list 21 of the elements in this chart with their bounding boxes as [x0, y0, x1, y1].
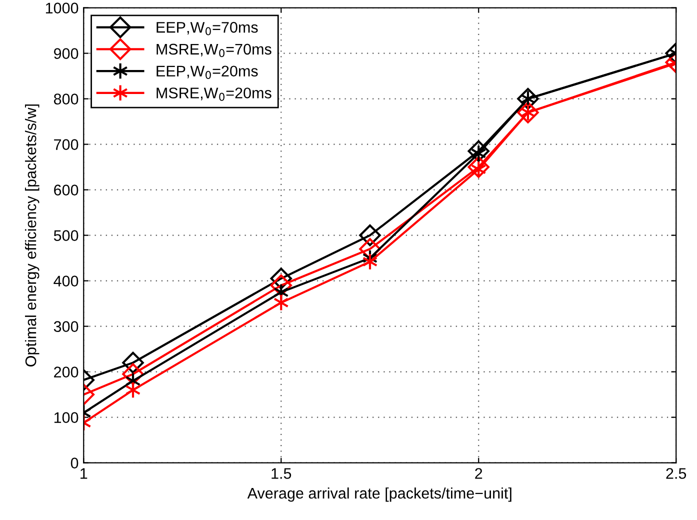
legend-label: MSRE,W$_{0}$=70ms [156, 44, 272, 58]
y-tick-label: 700 [54, 139, 78, 150]
y-tick-label: 400 [54, 276, 78, 286]
y-axis-title: Optimal energy efficiency [packets/s/w] [25, 104, 40, 366]
y-tick-label: 300 [54, 321, 78, 332]
legend-label: EEP,W$_{0}$=20ms [156, 66, 258, 80]
x-axis-title: Average arrival rate [packets/time−unit] [247, 487, 512, 502]
legend-label: EEP,W$_{0}$=70ms [156, 22, 258, 36]
y-tick-label: 600 [54, 184, 78, 196]
y-tick-label: 0 [70, 458, 78, 468]
y-tick-label: 500 [54, 230, 78, 241]
y-tick-label: 200 [54, 366, 78, 378]
x-tick-label: 2.5 [666, 468, 686, 479]
x-tick-label: 2 [475, 468, 482, 479]
x-tick-label: 1.5 [272, 468, 292, 479]
y-tick-label: 100 [54, 412, 78, 423]
x-tick-label: 1 [80, 468, 88, 479]
y-tick-label: 900 [54, 48, 78, 59]
legend-label: MSRE,W$_{0}$=20ms [156, 88, 272, 101]
y-tick-label: 1000 [46, 2, 78, 14]
y-tick-label: 800 [54, 94, 78, 104]
